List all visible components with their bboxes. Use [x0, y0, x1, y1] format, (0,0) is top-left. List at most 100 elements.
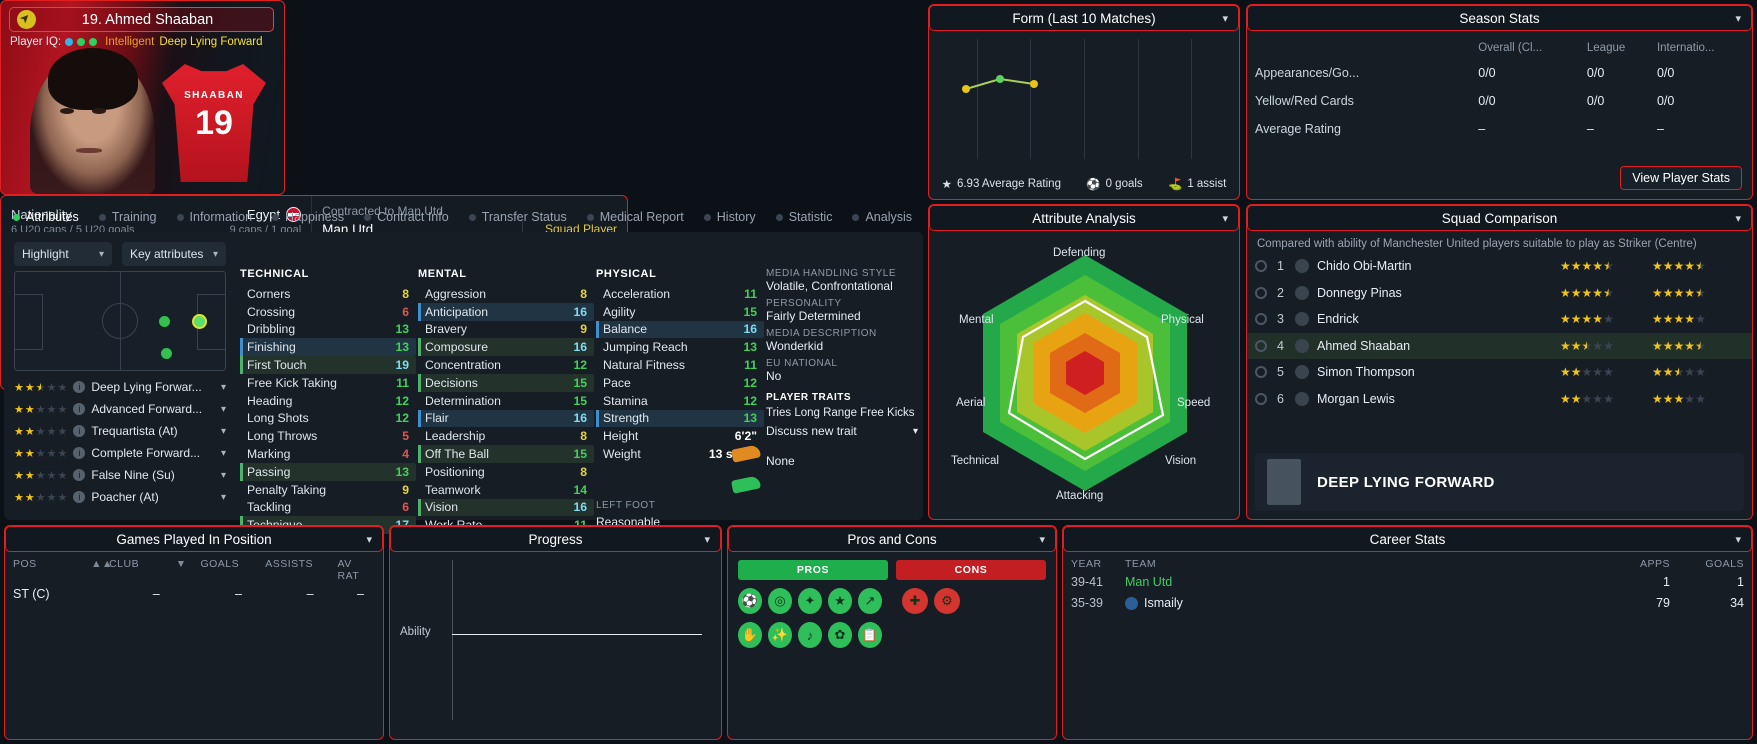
attribute-row[interactable]: Vision 16: [418, 498, 594, 517]
info-icon[interactable]: i: [73, 491, 86, 503]
attribute-row[interactable]: Acceleration 11: [596, 285, 764, 303]
attribute-row[interactable]: Balance 16: [596, 320, 764, 339]
comparison-row[interactable]: 2 Donnegy Pinas ★★★★★ ★★★★★: [1247, 280, 1752, 307]
chevron-down-icon[interactable]: ▾: [366, 533, 372, 546]
player-name-bar[interactable]: 19. Ahmed Shaaban: [9, 7, 274, 32]
attribute-row[interactable]: Aggression 8: [418, 285, 594, 303]
col-year[interactable]: YEAR: [1071, 558, 1102, 570]
attribute-row[interactable]: Decisions 15: [418, 373, 594, 392]
attribute-row[interactable]: Finishing 13: [240, 338, 416, 357]
leaf-icon[interactable]: ✿: [828, 622, 852, 648]
attribute-row[interactable]: Concentration 12: [418, 356, 594, 374]
comparison-row[interactable]: 5 Simon Thompson ★★★★★ ★★★★★: [1247, 359, 1752, 386]
shoe-green-icon[interactable]: ✨: [768, 622, 792, 648]
tab-happiness[interactable]: Happiness: [263, 205, 353, 229]
key-attributes-dropdown[interactable]: Key attributes ▾: [122, 242, 226, 266]
progress-header[interactable]: Progress ▾: [390, 526, 721, 552]
tab-statistic[interactable]: Statistic: [767, 205, 842, 229]
chevron-down-icon[interactable]: ▾: [1039, 533, 1045, 546]
attribute-row[interactable]: Crossing 6: [240, 303, 416, 321]
table-row[interactable]: 35-39 Ismaily 79 34: [1063, 591, 1752, 612]
tab-transfer-status[interactable]: Transfer Status: [460, 205, 576, 229]
col-goals[interactable]: GOALS: [200, 558, 240, 570]
role-row[interactable]: ★ ★ ★ ★ ★ i False Nine (Su) ▾: [14, 464, 226, 486]
star-icon[interactable]: ★: [828, 588, 852, 614]
comparison-row[interactable]: 6 Morgan Lewis ★★★★★ ★★★★★: [1247, 386, 1752, 413]
radio-icon[interactable]: [1255, 286, 1267, 299]
col-assists[interactable]: ASSISTS: [265, 558, 314, 570]
table-row[interactable]: ST (C) – – – –: [5, 585, 383, 603]
attribute-row[interactable]: Positioning 8: [418, 463, 594, 481]
col-pos[interactable]: POS: [13, 558, 37, 570]
col-club[interactable]: CLUB: [109, 558, 140, 570]
sort-arrows-icon[interactable]: ▲▲: [91, 558, 113, 570]
shoe-icon[interactable]: ✦: [798, 588, 822, 614]
arrow-up-icon[interactable]: ↗: [858, 588, 882, 614]
chevron-down-icon[interactable]: ▾: [1222, 212, 1228, 225]
attribute-row[interactable]: Jumping Reach 13: [596, 338, 764, 356]
chevron-down-icon[interactable]: ▾: [912, 425, 918, 437]
col-apps[interactable]: APPS: [1639, 558, 1670, 570]
attribute-row[interactable]: Determination 15: [418, 392, 594, 410]
info-icon[interactable]: i: [73, 447, 86, 459]
attribute-row[interactable]: Anticipation 16: [418, 302, 594, 321]
discuss-new-trait-row[interactable]: Discuss new trait ▾: [766, 424, 918, 438]
comparison-row[interactable]: 1 Chido Obi-Martin ★★★★★ ★★★★★: [1247, 253, 1752, 280]
attribute-row[interactable]: Dribbling 13: [240, 321, 416, 339]
games-played-header[interactable]: Games Played In Position ▾: [5, 526, 383, 552]
role-row[interactable]: ★ ★ ★ ★ ★ i Trequartista (At) ▾: [14, 420, 226, 442]
attribute-row[interactable]: Composure 16: [418, 338, 594, 357]
chevron-down-icon[interactable]: ▾: [212, 248, 218, 260]
table-row[interactable]: 39-41 Man Utd 1 1: [1063, 573, 1752, 591]
attribute-row[interactable]: Height 6'2": [596, 427, 764, 445]
chevron-down-icon[interactable]: ▾: [220, 491, 226, 503]
flask-icon[interactable]: ⚙: [934, 588, 960, 614]
chevron-down-icon[interactable]: ▾: [1735, 533, 1741, 546]
radio-icon[interactable]: [1255, 339, 1267, 352]
role-row[interactable]: ★ ★ ★ ★ ★ i Advanced Forward... ▾: [14, 398, 226, 420]
tab-attributes[interactable]: Attributes: [4, 205, 88, 229]
col-goals[interactable]: GOALS: [1705, 558, 1744, 570]
attribute-row[interactable]: Teamwork 14: [418, 481, 594, 499]
role-row[interactable]: ★ ★ ★ ★ ★ i Poacher (At) ▾: [14, 486, 226, 508]
attribute-analysis-header[interactable]: Attribute Analysis ▾: [929, 205, 1239, 231]
tab-history[interactable]: History: [695, 205, 765, 229]
whistle-icon[interactable]: ♪: [798, 622, 822, 648]
radio-icon[interactable]: [1255, 260, 1267, 273]
attribute-row[interactable]: Strength 13: [596, 409, 764, 428]
attribute-row[interactable]: Flair 16: [418, 409, 594, 428]
comparison-row[interactable]: 4 Ahmed Shaaban ★★★★★ ★★★★★: [1247, 332, 1752, 359]
chevron-down-icon[interactable]: ▾: [98, 248, 104, 260]
attribute-row[interactable]: Off The Ball 15: [418, 445, 594, 463]
attribute-row[interactable]: Marking 4: [240, 445, 416, 463]
attribute-row[interactable]: Agility 15: [596, 303, 764, 321]
attribute-row[interactable]: Heading 12: [240, 392, 416, 410]
info-icon[interactable]: i: [73, 403, 86, 415]
tab-medical-report[interactable]: Medical Report: [578, 205, 693, 229]
position-pitch-map[interactable]: [14, 271, 226, 371]
clipboard-icon[interactable]: 📋: [858, 622, 882, 648]
hand-icon[interactable]: ✋: [738, 622, 762, 648]
chevron-down-icon[interactable]: ▾: [220, 381, 226, 393]
tab-contract-info[interactable]: Contract Info: [355, 205, 458, 229]
col-team[interactable]: TEAM: [1125, 558, 1157, 570]
info-icon[interactable]: i: [73, 381, 86, 393]
view-player-stats-button[interactable]: View Player Stats: [1620, 166, 1742, 190]
pros-cons-header[interactable]: Pros and Cons ▾: [728, 526, 1056, 552]
role-row[interactable]: ★ ★ ★ ★ ★ i Complete Forward... ▾: [14, 442, 226, 464]
info-icon[interactable]: i: [73, 469, 86, 481]
tab-training[interactable]: Training: [90, 205, 166, 229]
col-av-rat[interactable]: AV RAT: [337, 558, 360, 582]
season-stats-header[interactable]: Season Stats ▾: [1247, 5, 1752, 31]
attribute-row[interactable]: Penalty Taking 9: [240, 481, 416, 499]
attribute-row[interactable]: Bravery 9: [418, 321, 594, 339]
attribute-row[interactable]: Stamina 12: [596, 392, 764, 410]
chevron-down-icon[interactable]: ▾: [220, 425, 226, 437]
career-stats-header[interactable]: Career Stats ▾: [1063, 526, 1752, 552]
squad-comparison-header[interactable]: Squad Comparison ▾: [1247, 205, 1752, 231]
target-icon[interactable]: ◎: [768, 588, 792, 614]
attribute-row[interactable]: First Touch 19: [240, 356, 416, 374]
tab-analysis[interactable]: Analysis: [843, 205, 921, 229]
attribute-row[interactable]: Tackling 6: [240, 499, 416, 517]
attribute-row[interactable]: Long Shots 12: [240, 410, 416, 428]
